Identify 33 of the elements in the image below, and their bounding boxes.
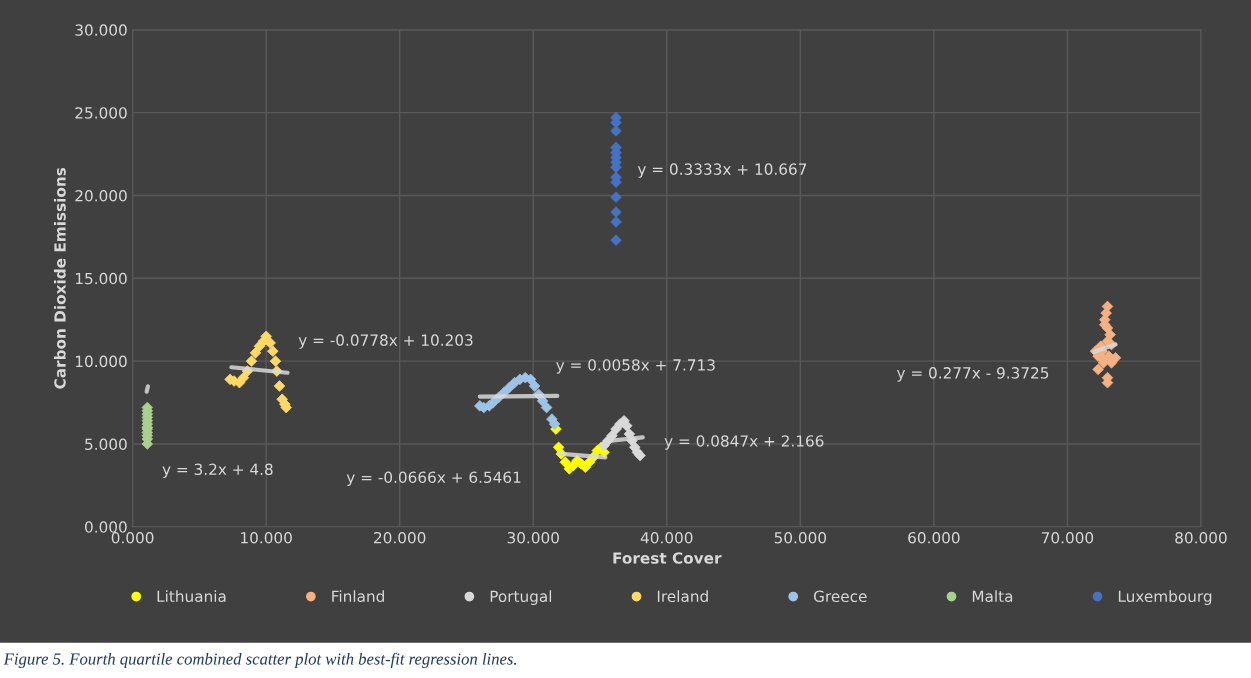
y-tick-label: 20.000 bbox=[75, 189, 127, 202]
legend-label: Ireland bbox=[657, 590, 708, 603]
y-tick-label: 0.000 bbox=[85, 521, 127, 533]
legend-label: Greece bbox=[813, 590, 867, 603]
x-tick-label: 60.000 bbox=[908, 531, 960, 544]
y-tick-label: 25.000 bbox=[75, 107, 127, 119]
legend-label: Malta bbox=[972, 590, 1013, 603]
legend-label: Finland bbox=[332, 590, 384, 603]
legend-label: Luxembourg bbox=[1118, 590, 1212, 606]
legend-label: Portugal bbox=[490, 590, 552, 606]
y-tick-label: 5.000 bbox=[85, 438, 127, 450]
x-axis-title: Forest Cover bbox=[613, 552, 722, 564]
x-tick-label: 10.000 bbox=[241, 531, 292, 544]
legend-label: Lithuania bbox=[157, 590, 226, 603]
y-axis-title: Carbon Dioxide Emissions bbox=[53, 167, 66, 389]
annotation: y = -0.0666x + 6.5461 bbox=[346, 471, 521, 486]
x-tick-label: 70.000 bbox=[1041, 531, 1094, 544]
y-tick-label: 10.000 bbox=[75, 355, 127, 368]
annotation: y = 0.0058x + 7.713 bbox=[556, 359, 715, 374]
annotation: y = -0.0778x + 10.203 bbox=[298, 334, 473, 349]
annotation: y = 3.2x + 4.8 bbox=[162, 463, 273, 479]
annotation: y = 0.0847x + 2.166 bbox=[664, 435, 824, 450]
x-tick-label: 80.000 bbox=[1175, 531, 1227, 544]
x-tick-label: 50.000 bbox=[774, 531, 827, 544]
y-tick-label: 30.000 bbox=[75, 24, 127, 36]
annotation: y = 0.3333x + 10.667 bbox=[637, 163, 807, 178]
x-tick-label: 30.000 bbox=[507, 531, 559, 544]
x-tick-label: 20.000 bbox=[374, 531, 426, 544]
x-tick-label: 40.000 bbox=[640, 531, 693, 544]
y-tick-label: 15.000 bbox=[75, 272, 127, 285]
x-tick-label: 0.000 bbox=[111, 531, 154, 544]
caption: Figure 5. Fourth quartile combined scatter plot with best-fit regression lines. bbox=[3, 652, 517, 669]
annotation: y = 0.277x - 9.3725 bbox=[896, 367, 1049, 382]
